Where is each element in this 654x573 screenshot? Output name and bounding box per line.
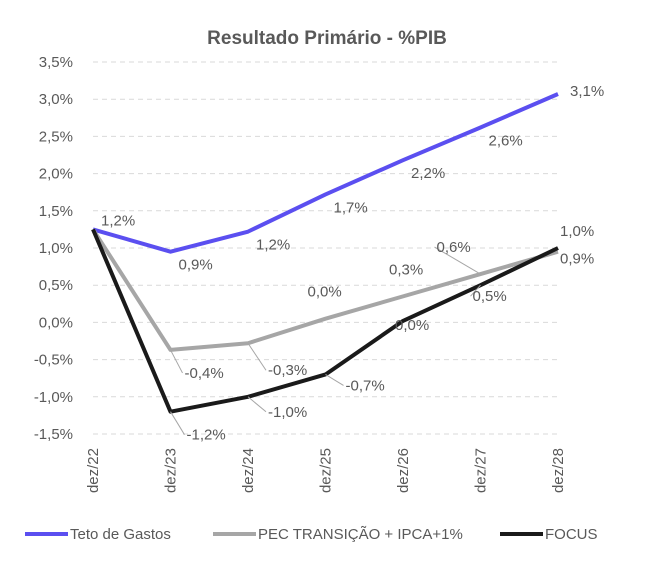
y-tick-label: 3,5% [39,54,73,71]
data-label: 0,0% [308,284,342,301]
data-label: 0,9% [179,257,213,274]
y-tick-label: 0,5% [39,277,73,294]
data-label: 1,2% [256,237,290,254]
y-tick-label: 3,0% [39,91,73,108]
x-tick-label: dez/25 [318,448,335,493]
data-label: 0,0% [395,317,429,334]
data-label: 1,7% [334,199,368,216]
data-label: -0,3% [268,362,307,379]
data-label: 3,1% [570,83,604,100]
label-leader [247,396,267,413]
data-label: -0,7% [346,377,385,394]
label-leader [170,411,185,435]
y-tick-label: 2,5% [39,128,73,145]
data-label: 0,6% [437,239,471,256]
label-leader [325,374,344,386]
y-tick-label: 2,0% [39,166,73,183]
data-label: 1,2% [101,212,135,229]
y-tick-label: -0,5% [34,352,73,369]
y-tick-label: -1,0% [34,389,73,406]
x-tick-label: dez/26 [395,448,412,493]
y-tick-label: -1,5% [34,426,73,443]
series-line-0 [92,92,559,254]
data-label: 0,3% [389,261,423,278]
data-labels: 1,2% 0,9% 1,2% 1,7% 2,2% 2,6% 3,1% -0,4% -0,3% 0,… [101,83,604,444]
x-tick-label: dez/22 [85,448,102,493]
y-tick-label: 0,0% [39,314,73,331]
legend: Teto de Gastos PEC TRANSIÇÃO + IPCA+1% FOC… [25,526,598,543]
data-label: 1,0% [560,223,594,240]
data-label: 0,5% [473,288,507,305]
data-label: -1,0% [268,404,307,421]
x-tick-label: dez/24 [240,448,257,493]
label-leader [170,349,183,374]
legend-label-0: Teto de Gastos [70,526,171,543]
data-label: 2,2% [411,165,445,182]
legend-label-1: PEC TRANSIÇÃO + IPCA+1% [258,526,463,543]
x-tick-label: dez/27 [473,448,490,493]
data-label: -0,4% [185,365,224,382]
y-tick-label: 1,5% [39,203,73,220]
x-tick-label: dez/28 [550,448,567,493]
label-leader [434,246,481,275]
y-axis: 3,5% 3,0% 2,5% 2,0% 1,5% 1,0% 0,5% 0,0% -0,5% -1,… [34,54,73,443]
x-tick-label: dez/23 [163,448,180,493]
data-label: -1,2% [187,427,226,444]
y-tick-label: 1,0% [39,240,73,257]
chart-title: Resultado Primário - %PIB [207,28,447,49]
label-leader [247,342,267,371]
x-axis: dez/22 dez/23 dez/24 dez/25 dez/26 dez/27 dez/… [85,448,567,493]
legend-label-2: FOCUS [545,526,598,543]
data-label: 0,9% [560,251,594,268]
label-leader [470,284,481,297]
data-label: 2,6% [489,132,523,149]
